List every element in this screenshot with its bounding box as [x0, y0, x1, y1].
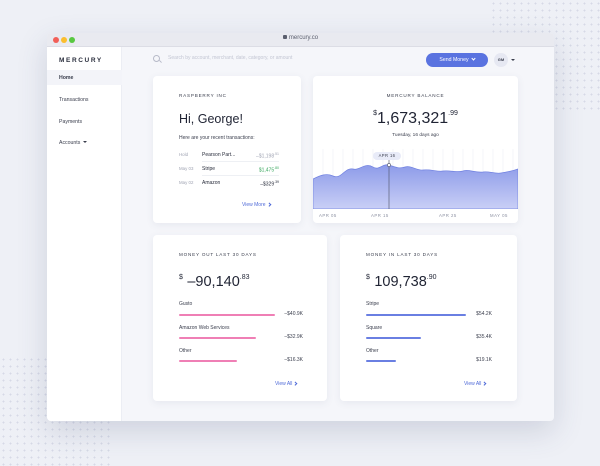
- recent-transactions-card: RASPBERRY INC Hi, George! Here are your …: [153, 76, 301, 223]
- title-bar: mercury.co: [47, 33, 554, 47]
- sidebar-item-accounts[interactable]: Accounts: [59, 140, 88, 146]
- avatar[interactable]: GM: [494, 53, 508, 67]
- sidebar: MERCURY Home Transactions Payments Accou…: [47, 47, 122, 421]
- chevron-right-icon: [293, 381, 298, 386]
- minimize-window-button[interactable]: [61, 37, 67, 43]
- transaction-name: Pearson Part...: [202, 152, 236, 158]
- sidebar-item-payments[interactable]: Payments: [59, 119, 83, 125]
- category-bar: [366, 360, 466, 362]
- nav-active-highlight: [47, 70, 122, 85]
- view-more-link[interactable]: View More: [242, 202, 271, 208]
- category-bar: [366, 314, 466, 316]
- transaction-row[interactable]: May 03 Stripe $1,475.80: [179, 166, 279, 178]
- transaction-date: May 03: [179, 166, 194, 171]
- transaction-amount: –$1,198.51: [256, 152, 279, 160]
- category-bar: [179, 337, 275, 339]
- company-name: RASPBERRY INC: [179, 93, 227, 98]
- axis-label: MAY 05: [490, 213, 508, 218]
- money-out-label: MONEY OUT LAST 30 DAYS: [179, 252, 257, 257]
- category-label: Square: [366, 325, 383, 331]
- send-money-button[interactable]: Send Money: [426, 53, 488, 67]
- row-divider: [202, 174, 279, 176]
- balance-date: Tuesday, 16 days ago: [392, 133, 439, 138]
- category-bar: [179, 314, 275, 316]
- view-all-link[interactable]: View All: [464, 381, 487, 387]
- category-label: Stripe: [366, 301, 380, 307]
- row-divider: [202, 160, 279, 162]
- greeting: Hi, George!: [179, 112, 243, 126]
- transaction-name: Stripe: [202, 166, 216, 172]
- category-value: $54.2K: [476, 311, 492, 317]
- balance-label: MERCURY BALANCE: [386, 93, 445, 98]
- chevron-right-icon: [267, 202, 271, 207]
- money-out-card: MONEY OUT LAST 30 DAYS $ –90,140.83 Gust…: [153, 235, 327, 401]
- category-label: Other: [366, 348, 379, 354]
- maximize-window-button[interactable]: [69, 37, 75, 43]
- browser-window: mercury.co MERCURY Home Transactions Pay…: [47, 33, 554, 421]
- balance-chart[interactable]: [313, 149, 518, 209]
- category-value: $35.4K: [476, 334, 492, 340]
- url-text: mercury.co: [288, 35, 319, 41]
- category-label: Other: [179, 348, 192, 354]
- transaction-row[interactable]: May 02 Amazon –$329.39: [179, 180, 279, 192]
- category-label: Gusto: [179, 301, 193, 307]
- transaction-amount: –$329.39: [260, 180, 279, 188]
- axis-label: APR 25: [439, 213, 457, 218]
- search-icon: [153, 55, 160, 62]
- money-in-label: MONEY IN LAST 30 DAYS: [366, 252, 438, 257]
- money-in-amount: $ 109,738.90: [366, 274, 437, 290]
- send-money-label: Send Money: [439, 57, 469, 63]
- search-input[interactable]: Search by account, merchant, date, categ…: [168, 55, 293, 61]
- transaction-row[interactable]: Hold Pearson Part... –$1,198.51: [179, 152, 279, 164]
- money-out-amount: $ –90,140.83: [179, 274, 250, 290]
- axis-label: APR 05: [319, 213, 337, 218]
- sidebar-item-label: Accounts: [59, 140, 81, 146]
- balance-amount: $1,673,321.99: [373, 110, 458, 127]
- chevron-down-icon[interactable]: [511, 59, 515, 61]
- address-bar[interactable]: mercury.co: [47, 35, 554, 41]
- category-label: Amazon Web Services: [179, 325, 230, 331]
- category-value: –$40.9K: [284, 311, 303, 317]
- chevron-down-icon: [83, 141, 88, 143]
- sidebar-item-transactions[interactable]: Transactions: [59, 97, 89, 103]
- selected-point: [387, 163, 391, 167]
- balance-area: [313, 164, 518, 209]
- sidebar-item-home[interactable]: Home: [59, 75, 74, 81]
- category-bar: [366, 337, 466, 339]
- transaction-name: Amazon: [202, 180, 221, 186]
- chevron-right-icon: [482, 381, 487, 386]
- chevron-down-icon: [470, 56, 476, 61]
- close-window-button[interactable]: [53, 37, 59, 43]
- transaction-amount: $1,475.80: [258, 166, 279, 174]
- view-all-link[interactable]: View All: [275, 381, 298, 387]
- balance-card: MERCURY BALANCE $1,673,321.99 Tuesday, 1…: [313, 76, 518, 223]
- transaction-date: Hold: [179, 152, 189, 157]
- category-value: –$32.9K: [284, 334, 303, 340]
- money-in-card: MONEY IN LAST 30 DAYS $ 109,738.90 Strip…: [340, 235, 517, 401]
- transaction-date: May 02: [179, 180, 194, 185]
- selected-date-marker: APR 16: [373, 152, 401, 160]
- category-value: –$16.3K: [284, 357, 303, 363]
- lock-icon: [282, 35, 287, 39]
- category-bar: [179, 360, 275, 362]
- category-value: $19.1K: [476, 357, 492, 363]
- recent-subtitle: Here are your recent transactions:: [179, 135, 255, 141]
- logo[interactable]: MERCURY: [59, 57, 103, 64]
- axis-label: APR 15: [371, 213, 389, 218]
